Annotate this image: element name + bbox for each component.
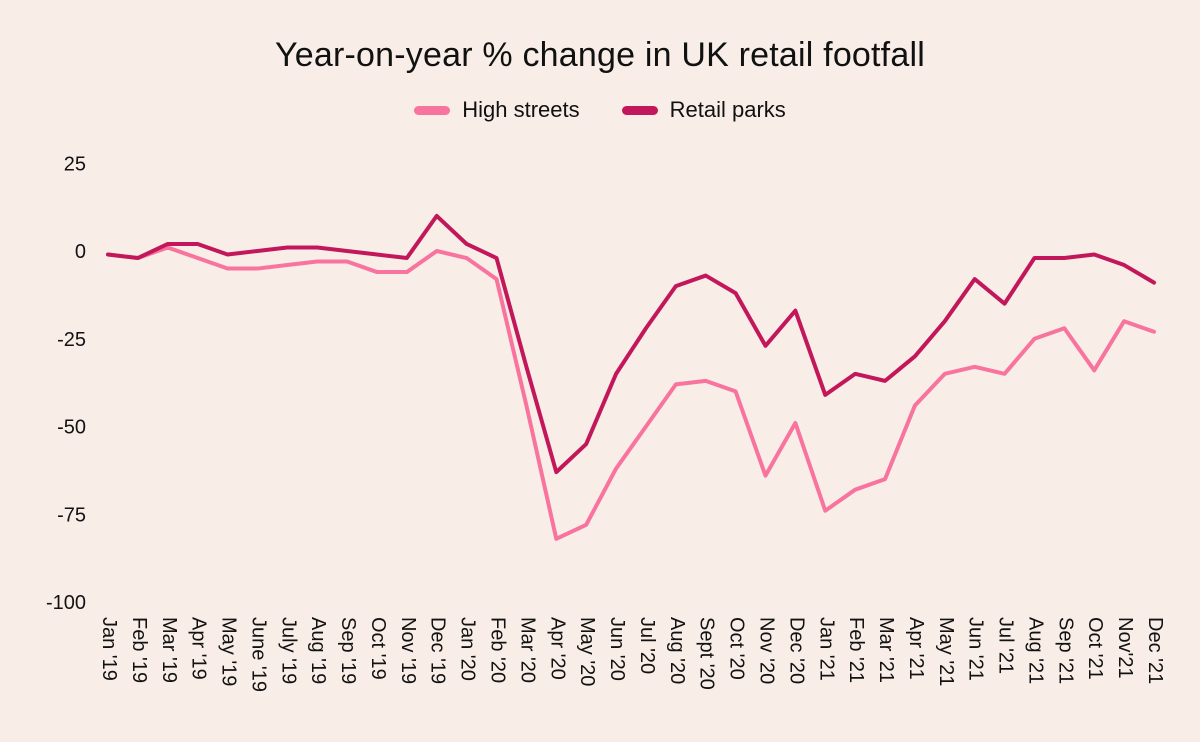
x-tick-label: Aug '19 xyxy=(307,617,329,684)
x-tick-label: Oct '21 xyxy=(1084,617,1106,680)
y-tick-label: -25 xyxy=(57,329,86,351)
retail-parks-line-swatch xyxy=(621,105,658,115)
x-tick-label: Nov '19 xyxy=(397,617,419,684)
x-tick-label: Nov '20 xyxy=(755,617,777,684)
x-tick-label: Feb '19 xyxy=(128,617,150,683)
legend-label-high-streets: High streets xyxy=(462,97,580,122)
chart-page: Year-on-year % change in UK retail footf… xyxy=(0,0,1200,692)
x-tick-label: Apr '21 xyxy=(905,617,927,680)
y-tick-label: -75 xyxy=(57,504,86,526)
x-tick-label: Mar '20 xyxy=(516,617,538,683)
x-tick-label: Feb '21 xyxy=(845,617,867,683)
high-streets-line-swatch xyxy=(414,105,451,115)
x-tick-label: June '19 xyxy=(247,617,269,692)
x-tick-label: Dec '19 xyxy=(427,617,449,684)
x-tick-label: May '19 xyxy=(218,617,240,686)
x-tick-label: Feb '20 xyxy=(487,617,509,683)
legend-label-retail-parks: Retail parks xyxy=(669,97,786,122)
x-tick-label: Jun '21 xyxy=(965,617,987,681)
x-tick-label: Oct '20 xyxy=(726,617,748,680)
x-tick-label: Aug '20 xyxy=(666,617,688,684)
x-tick-label: May '20 xyxy=(576,617,598,686)
y-axis: 25 0 -25 -50 -75 -100 xyxy=(46,153,86,614)
x-tick-label: Apr '19 xyxy=(188,617,210,680)
series-line-high-streets xyxy=(106,245,1156,541)
x-tick-label: Jan '19 xyxy=(98,617,120,681)
legend-item-high-streets: High streets xyxy=(414,97,580,123)
x-tick-label: Apr '20 xyxy=(546,617,568,680)
x-tick-label: Sept '20 xyxy=(696,617,718,690)
x-tick-label: July '19 xyxy=(277,617,299,684)
x-tick-label: Nov'21 xyxy=(1114,617,1136,679)
y-tick-label: -50 xyxy=(57,417,86,439)
y-tick-label: -100 xyxy=(46,592,86,614)
x-tick-label: Sep '19 xyxy=(337,617,359,684)
x-tick-label: Jan '21 xyxy=(815,617,837,681)
x-tick-label: Jan '20 xyxy=(457,617,479,681)
chart-title: Year-on-year % change in UK retail footf… xyxy=(275,36,925,74)
y-tick-label: 25 xyxy=(64,153,86,175)
y-tick-label: 0 xyxy=(75,241,86,263)
x-tick-label: Dec '21 xyxy=(1144,617,1166,684)
x-tick-label: Sep '21 xyxy=(1054,617,1076,684)
x-axis: Jan '19 Feb '19 Mar '19 Apr '19 May '19 June … xyxy=(98,617,1166,692)
x-tick-label: Dec '20 xyxy=(785,617,807,684)
x-tick-label: Oct '19 xyxy=(367,617,389,680)
x-tick-label: Aug '21 xyxy=(1024,617,1046,684)
x-tick-label: Mar '19 xyxy=(158,617,180,683)
chart-series xyxy=(106,213,1156,541)
x-tick-label: Jun '20 xyxy=(606,617,628,681)
legend: High streets Retail parks xyxy=(0,97,1200,123)
x-tick-label: Mar '21 xyxy=(875,617,897,683)
x-tick-label: May '21 xyxy=(935,617,957,686)
legend-item-retail-parks: Retail parks xyxy=(621,97,786,123)
x-tick-label: Jul '21 xyxy=(995,617,1017,674)
x-tick-label: Jul '20 xyxy=(636,617,658,674)
series-line-retail-parks xyxy=(106,213,1156,475)
